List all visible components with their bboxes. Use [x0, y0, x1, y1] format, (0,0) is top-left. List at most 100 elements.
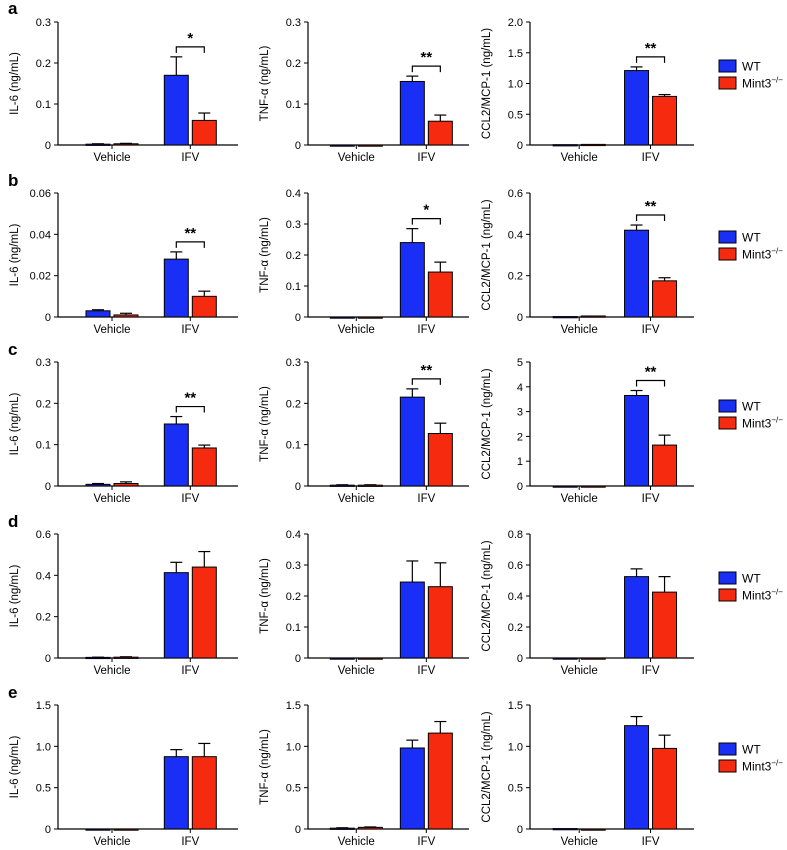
y-tick-label: 1.0	[286, 741, 301, 753]
chart-b-2: 0 0.1 0.2 0.3 0.4 TNF-α (ng/mL) Vehicle IFV *	[259, 188, 469, 336]
bar-mint3ko-ifv	[427, 433, 453, 487]
bar-wt-vehicle	[329, 144, 355, 147]
x-tick-label: IFV	[181, 493, 199, 505]
y-tick-label: 0.3	[36, 357, 51, 369]
x-tick-label: Vehicle	[561, 324, 598, 336]
legend-label-wt: WT	[742, 743, 761, 757]
bar-wt-vehicle	[85, 483, 111, 487]
significance-stars: **	[645, 364, 657, 381]
y-tick-label: 0.2	[286, 58, 301, 70]
chart-b-1: b 0 0.02 0.04 0.06 IL-6 (ng/mL) Vehicle IFV **	[8, 171, 238, 336]
bar-mint3ko-ifv	[427, 586, 453, 659]
x-tick-label: IFV	[417, 665, 435, 677]
y-axis-label: TNF-α (ng/mL)	[259, 217, 271, 293]
x-tick-label: Vehicle	[93, 836, 130, 848]
legend-c: WT Mint3−/−	[718, 399, 783, 431]
legend-swatch-wt	[718, 59, 737, 73]
x-tick-label: IFV	[417, 324, 435, 336]
y-tick-label: 0.2	[36, 612, 51, 624]
significance-stars: **	[645, 40, 657, 57]
y-tick-label: 0.04	[30, 229, 51, 241]
x-tick-label: IFV	[417, 493, 435, 505]
bar-mint3ko-vehicle	[113, 314, 139, 318]
y-tick-label: 0.2	[286, 250, 301, 262]
x-tick-label: IFV	[642, 665, 660, 677]
y-tick-label: 0.5	[36, 783, 51, 795]
y-tick-label: 5	[517, 357, 523, 369]
y-tick-label: 0	[45, 824, 51, 836]
legend-d: WT Mint3−/−	[718, 571, 783, 603]
legend-swatch-mint3ko	[718, 759, 737, 773]
x-tick-label: IFV	[417, 836, 435, 848]
y-axis-label: TNF-α (ng/mL)	[259, 386, 271, 462]
legend-label-mint3ko: Mint3−/−	[742, 247, 783, 262]
y-tick-label: 0	[295, 312, 301, 324]
chart-c-2: 0 0.1 0.2 0.3 TNF-α (ng/mL) Vehicle IFV **	[259, 357, 469, 505]
legend-swatch-wt	[718, 571, 737, 585]
y-tick-label: 0	[517, 824, 523, 836]
bar-mint3ko-ifv	[652, 444, 678, 487]
y-tick-label: 0.4	[508, 591, 523, 603]
bar-wt-ifv	[624, 70, 650, 146]
y-axis-label: IL-6 (ng/mL)	[9, 393, 21, 456]
legend-swatch-mint3ko	[718, 76, 737, 90]
y-tick-label: 0.1	[286, 281, 301, 293]
y-tick-label: 0.1	[286, 622, 301, 634]
chart-b-3: 0 0.2 0.4 0.6 CCL2/MCP-1 (ng/mL) Vehicle IFV **	[481, 188, 694, 336]
y-tick-label: 0	[45, 312, 51, 324]
legend-label-wt: WT	[742, 572, 761, 586]
bar-mint3ko-ifv	[427, 732, 453, 830]
x-tick-label: Vehicle	[93, 152, 130, 164]
x-tick-label: IFV	[181, 152, 199, 164]
y-tick-label: 0	[45, 653, 51, 665]
chart-a-3: 0 0.5 1.0 1.5 2.0 CCL2/MCP-1 (ng/mL) Vehicle IF…	[481, 17, 694, 164]
y-tick-label: 1.5	[508, 48, 523, 60]
bar-wt-ifv	[399, 242, 425, 318]
bar-wt-ifv	[399, 80, 425, 146]
y-tick-label: 0.1	[286, 440, 301, 452]
y-tick-label: 0.6	[508, 188, 523, 200]
y-tick-label: 0.2	[286, 398, 301, 410]
y-tick-label: 0	[517, 312, 523, 324]
panel-letter: d	[8, 512, 18, 531]
bar-mint3ko-vehicle	[357, 144, 383, 147]
legend-swatch-mint3ko	[718, 588, 737, 602]
y-tick-label: 0	[517, 653, 523, 665]
bar-mint3ko-vehicle	[580, 828, 606, 831]
y-axis-label: TNF-α (ng/mL)	[259, 46, 271, 122]
y-tick-label: 0.06	[30, 188, 51, 200]
x-tick-label: IFV	[181, 324, 199, 336]
panel-letter: c	[8, 340, 17, 359]
x-tick-label: Vehicle	[561, 493, 598, 505]
bar-mint3ko-ifv	[191, 566, 217, 659]
significance-stars: *	[423, 202, 429, 219]
panel-letter: e	[8, 683, 17, 702]
legend-label-mint3ko: Mint3−/−	[742, 416, 783, 431]
x-tick-label: Vehicle	[561, 836, 598, 848]
bar-mint3ko-ifv	[652, 95, 678, 146]
y-axis-label: CCL2/MCP-1 (ng/mL)	[481, 368, 493, 479]
x-tick-label: IFV	[642, 324, 660, 336]
chart-a-1: a 0 0.1 0.2 0.3 IL-6 (ng/mL) Vehicle IFV *	[8, 0, 238, 164]
bar-wt-ifv	[399, 747, 425, 830]
bar-mint3ko-vehicle	[113, 483, 139, 487]
bar-wt-ifv	[163, 572, 189, 659]
bar-mint3ko-vehicle	[580, 143, 606, 147]
significance-bracket	[175, 241, 205, 248]
bar-wt-vehicle	[329, 316, 355, 319]
legend-label-mint3ko: Mint3−/−	[742, 759, 783, 774]
bar-wt-ifv	[624, 394, 650, 487]
y-tick-label: 0	[295, 824, 301, 836]
significance-bracket	[635, 56, 666, 63]
x-tick-label: IFV	[642, 836, 660, 848]
bar-mint3ko-ifv	[652, 747, 678, 830]
y-tick-label: 0	[517, 140, 523, 152]
bar-wt-vehicle	[552, 485, 578, 488]
bar-wt-vehicle	[85, 828, 111, 831]
chart-c-1: c 0 0.1 0.2 0.3 IL-6 (ng/mL) Vehicle IFV **	[8, 340, 238, 505]
chart-d-3: 0 0.2 0.4 0.6 0.8 CCL2/MCP-1 (ng/mL) Vehicle IF…	[481, 529, 694, 677]
y-axis-label: CCL2/MCP-1 (ng/mL)	[481, 28, 493, 139]
chart-e-3: 0 0.5 1.0 1.5 CCL2/MCP-1 (ng/mL) Vehicle IFV	[481, 700, 694, 848]
bar-mint3ko-ifv	[652, 280, 678, 318]
